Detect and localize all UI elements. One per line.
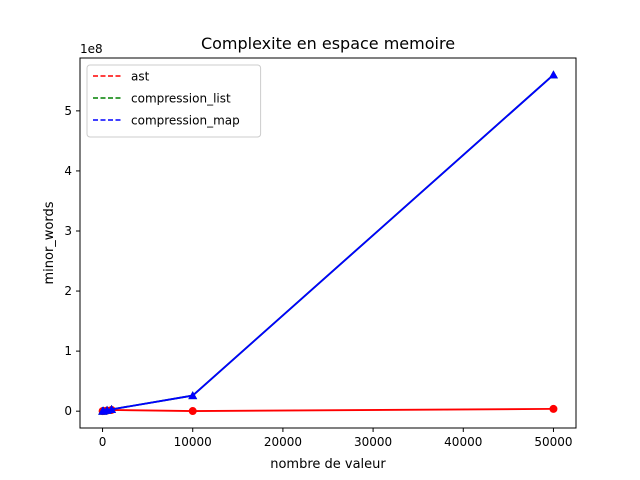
legend-label-compression_list: compression_list: [131, 92, 231, 106]
data-point-ast: [549, 404, 558, 413]
x-tick-label: 40000: [444, 435, 482, 449]
data-point-compression_map: [107, 404, 117, 413]
x-tick-label: 0: [99, 435, 107, 449]
data-point-ast: [188, 407, 197, 416]
y-tick-label: 4: [64, 164, 72, 178]
data-point-compression_map: [548, 70, 558, 79]
x-tick-label: 30000: [354, 435, 392, 449]
y-tick-label: 1: [64, 344, 72, 358]
y-offset-label: 1e8: [80, 42, 103, 56]
y-tick-label: 5: [64, 104, 72, 118]
x-tick-label: 20000: [264, 435, 302, 449]
x-tick-label: 10000: [174, 435, 212, 449]
plot-area: [98, 70, 558, 416]
legend-label-ast: ast: [131, 70, 150, 84]
y-tick-label: 2: [64, 284, 72, 298]
y-tick-label: 3: [64, 224, 72, 238]
x-axis-label: nombre de valeur: [270, 457, 386, 472]
x-tick-label: 50000: [534, 435, 572, 449]
axes: 0 10000 20000 30000 40000 50000 0 1 2 3 4 5: [64, 104, 572, 449]
data-point-compression_map: [188, 391, 198, 400]
legend-frame: [86, 64, 262, 138]
y-tick-label: 0: [64, 404, 72, 418]
y-axis-label: minor_words: [42, 201, 57, 284]
axes-frame: [79, 57, 577, 429]
chart-title: Complexite en espace memoire: [201, 34, 455, 53]
legend: ast compression_list compression_map: [86, 64, 262, 138]
legend-label-compression_map: compression_map: [131, 114, 240, 128]
